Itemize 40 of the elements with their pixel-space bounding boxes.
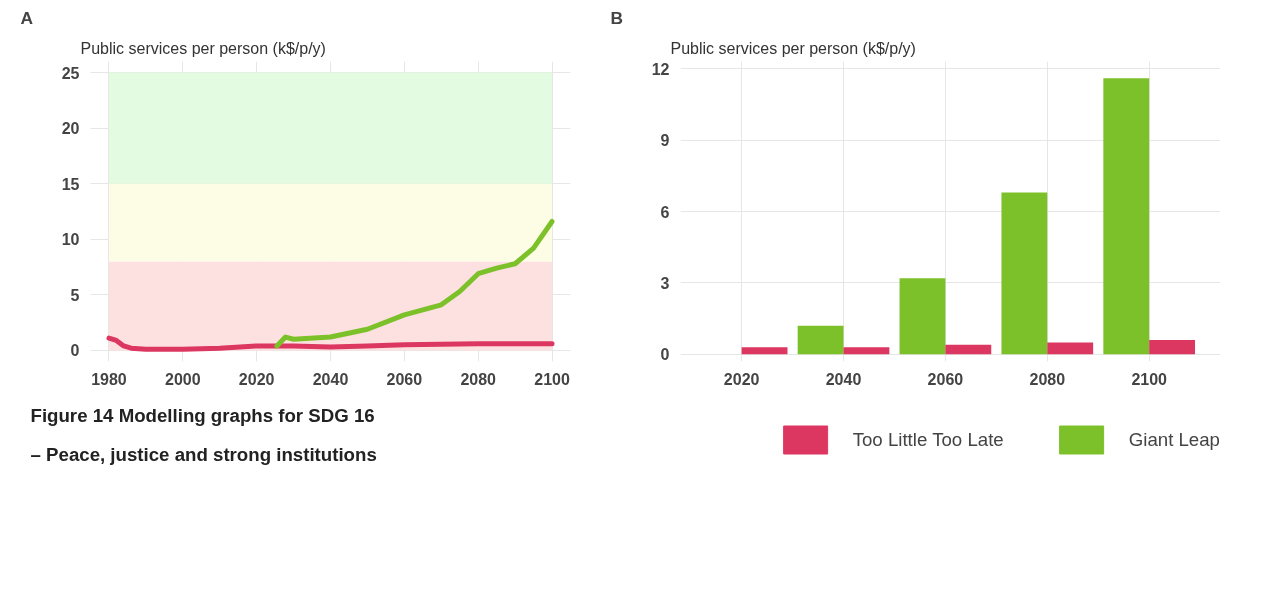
x-tick-label: 2020 — [238, 370, 275, 388]
y-tick-label: 3 — [660, 274, 670, 292]
bar — [1103, 78, 1150, 355]
x-tick-label: 2100 — [1131, 370, 1168, 388]
y-tick-label: 15 — [61, 175, 80, 193]
y-tick-label: 25 — [61, 64, 80, 82]
bar — [1001, 192, 1048, 355]
y-tick-label: 5 — [70, 286, 80, 304]
text: – Peace, justice and strong institutions — [30, 443, 377, 465]
x-tick-label: 2020 — [723, 370, 760, 388]
chart-title: A — [20, 7, 34, 28]
y-tick-label: 0 — [70, 342, 80, 360]
x-tick-label: 2100 — [534, 370, 570, 388]
x-tick-label: 2040 — [312, 370, 349, 388]
y-axis-title: Public services per person (k$/p/y) — [80, 39, 326, 57]
x-tick-label: 2080 — [460, 370, 497, 388]
x-tick-label: 2040 — [825, 370, 862, 388]
x-tick-label: 1980 — [91, 370, 127, 388]
bar — [741, 347, 788, 355]
y-tick-label: 6 — [660, 203, 670, 221]
x-tick-label: 2000 — [165, 370, 201, 388]
y-tick-label: 0 — [660, 346, 670, 364]
bar — [797, 325, 844, 355]
x-tick-label: 2060 — [927, 370, 964, 388]
y-tick-label: 20 — [61, 120, 80, 138]
y-tick-label: 12 — [651, 60, 670, 78]
legend-label: Too Little Too Late — [852, 428, 1004, 451]
bar — [945, 344, 992, 355]
x-tick-label: 2080 — [1029, 370, 1066, 388]
bar — [1149, 340, 1196, 355]
caption: Figure 14 Modelling graphs for SDG 16 — [30, 404, 375, 426]
bar — [843, 347, 890, 355]
y-tick-label: 10 — [61, 231, 80, 249]
legend-label: Giant Leap — [1128, 428, 1220, 451]
chart-title: B — [610, 7, 624, 28]
y-tick-label: 9 — [660, 132, 670, 150]
bar — [1047, 342, 1094, 355]
bar — [899, 278, 946, 355]
x-tick-label: 2060 — [386, 370, 423, 388]
y-axis-title: Public services per person (k$/p/y) — [670, 39, 916, 57]
